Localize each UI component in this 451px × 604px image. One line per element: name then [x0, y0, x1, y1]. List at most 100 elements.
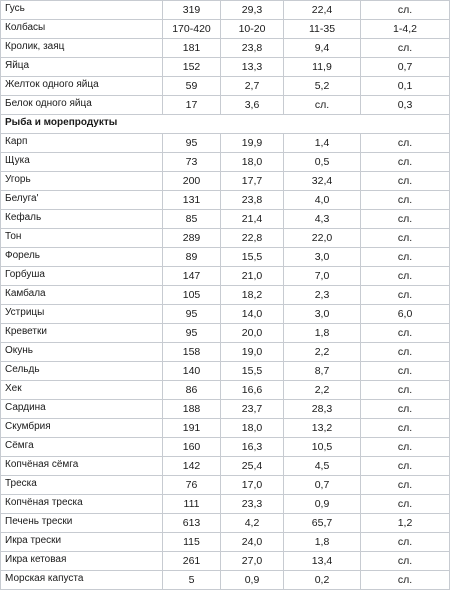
- fat-cell: 1,8: [283, 532, 361, 552]
- calories-cell: 191: [162, 418, 221, 438]
- fat-cell: 28,3: [283, 399, 361, 419]
- food-name-cell: Белуга': [0, 190, 163, 210]
- fat-cell: 1,4: [283, 133, 361, 153]
- table-row: Икра кетовая 261 27,0 13,4 сл.: [0, 551, 450, 571]
- section-title: Рыба и морепродукты: [0, 114, 163, 134]
- protein-cell: 29,3: [220, 0, 284, 20]
- carbs-cell: сл.: [360, 494, 450, 514]
- section-empty-cell: [283, 114, 361, 134]
- calories-cell: 319: [162, 0, 221, 20]
- food-name-cell: Устрицы: [0, 304, 163, 324]
- carbs-cell: сл.: [360, 228, 450, 248]
- food-name-cell: Хек: [0, 380, 163, 400]
- section-empty-cell: [162, 114, 221, 134]
- food-name-cell: Копчёная треска: [0, 494, 163, 514]
- table-row: Скумбрия 191 18,0 13,2 сл.: [0, 418, 450, 438]
- fat-cell: 4,3: [283, 209, 361, 229]
- carbs-cell: сл.: [360, 551, 450, 571]
- protein-cell: 23,8: [220, 38, 284, 58]
- protein-cell: 16,6: [220, 380, 284, 400]
- table-row: Копчёная сёмга 142 25,4 4,5 сл.: [0, 456, 450, 476]
- protein-cell: 18,0: [220, 152, 284, 172]
- fat-cell: 10,5: [283, 437, 361, 457]
- calories-cell: 105: [162, 285, 221, 305]
- food-name-cell: Горбуша: [0, 266, 163, 286]
- carbs-cell: сл.: [360, 247, 450, 267]
- calories-cell: 131: [162, 190, 221, 210]
- table-row: Креветки 95 20,0 1,8 сл.: [0, 323, 450, 343]
- carbs-cell: сл.: [360, 475, 450, 495]
- calories-cell: 261: [162, 551, 221, 571]
- food-name-cell: Сардина: [0, 399, 163, 419]
- food-name-cell: Форель: [0, 247, 163, 267]
- food-name-cell: Икра кетовая: [0, 551, 163, 571]
- calories-cell: 89: [162, 247, 221, 267]
- food-name-cell: Кефаль: [0, 209, 163, 229]
- food-name-cell: Угорь: [0, 171, 163, 191]
- fat-cell: 22,4: [283, 0, 361, 20]
- calories-cell: 289: [162, 228, 221, 248]
- carbs-cell: сл.: [360, 570, 450, 590]
- protein-cell: 23,8: [220, 190, 284, 210]
- food-name-cell: Икра трески: [0, 532, 163, 552]
- fat-cell: 0,9: [283, 494, 361, 514]
- calories-cell: 95: [162, 323, 221, 343]
- carbs-cell: сл.: [360, 38, 450, 58]
- fat-cell: 8,7: [283, 361, 361, 381]
- food-name-cell: Треска: [0, 475, 163, 495]
- food-name-cell: Белок одного яйца: [0, 95, 163, 115]
- calories-cell: 188: [162, 399, 221, 419]
- food-name-cell: Копчёная сёмга: [0, 456, 163, 476]
- calories-cell: 95: [162, 133, 221, 153]
- section-row: Рыба и морепродукты: [0, 114, 450, 134]
- calories-cell: 115: [162, 532, 221, 552]
- fat-cell: 3,0: [283, 247, 361, 267]
- fat-cell: 2,2: [283, 380, 361, 400]
- table-body: Гусь 319 29,3 22,4 сл. Колбасы 170-420 10-20 11-…: [0, 0, 450, 590]
- protein-cell: 20,0: [220, 323, 284, 343]
- food-name-cell: Морская капуста: [0, 570, 163, 590]
- carbs-cell: сл.: [360, 133, 450, 153]
- calories-cell: 73: [162, 152, 221, 172]
- carbs-cell: сл.: [360, 0, 450, 20]
- protein-cell: 23,3: [220, 494, 284, 514]
- fat-cell: 11,9: [283, 57, 361, 77]
- table-row: Треска 76 17,0 0,7 сл.: [0, 475, 450, 495]
- protein-cell: 24,0: [220, 532, 284, 552]
- calories-cell: 158: [162, 342, 221, 362]
- protein-cell: 18,2: [220, 285, 284, 305]
- table-row: Печень трески 613 4,2 65,7 1,2: [0, 513, 450, 533]
- protein-cell: 27,0: [220, 551, 284, 571]
- carbs-cell: сл.: [360, 456, 450, 476]
- fat-cell: 2,3: [283, 285, 361, 305]
- carbs-cell: сл.: [360, 437, 450, 457]
- carbs-cell: сл.: [360, 399, 450, 419]
- fat-cell: 2,2: [283, 342, 361, 362]
- fat-cell: 0,7: [283, 475, 361, 495]
- protein-cell: 0,9: [220, 570, 284, 590]
- food-name-cell: Тон: [0, 228, 163, 248]
- protein-cell: 25,4: [220, 456, 284, 476]
- calories-cell: 160: [162, 437, 221, 457]
- protein-cell: 19,0: [220, 342, 284, 362]
- protein-cell: 4,2: [220, 513, 284, 533]
- table-row: Сёмга 160 16,3 10,5 сл.: [0, 437, 450, 457]
- food-name-cell: Камбала: [0, 285, 163, 305]
- table-row: Сардина 188 23,7 28,3 сл.: [0, 399, 450, 419]
- carbs-cell: 1,2: [360, 513, 450, 533]
- protein-cell: 21,0: [220, 266, 284, 286]
- calories-cell: 170-420: [162, 19, 221, 39]
- table-row: Горбуша 147 21,0 7,0 сл.: [0, 266, 450, 286]
- calories-cell: 85: [162, 209, 221, 229]
- food-name-cell: Сёмга: [0, 437, 163, 457]
- table-row: Сельдь 140 15,5 8,7 сл.: [0, 361, 450, 381]
- carbs-cell: 0,1: [360, 76, 450, 96]
- fat-cell: 5,2: [283, 76, 361, 96]
- table-row: Колбасы 170-420 10-20 11-35 1-4,2: [0, 19, 450, 39]
- table-row: Икра трески 115 24,0 1,8 сл.: [0, 532, 450, 552]
- food-name-cell: Карп: [0, 133, 163, 153]
- carbs-cell: сл.: [360, 323, 450, 343]
- table-row: Форель 89 15,5 3,0 сл.: [0, 247, 450, 267]
- fat-cell: 32,4: [283, 171, 361, 191]
- food-name-cell: Кролик, заяц: [0, 38, 163, 58]
